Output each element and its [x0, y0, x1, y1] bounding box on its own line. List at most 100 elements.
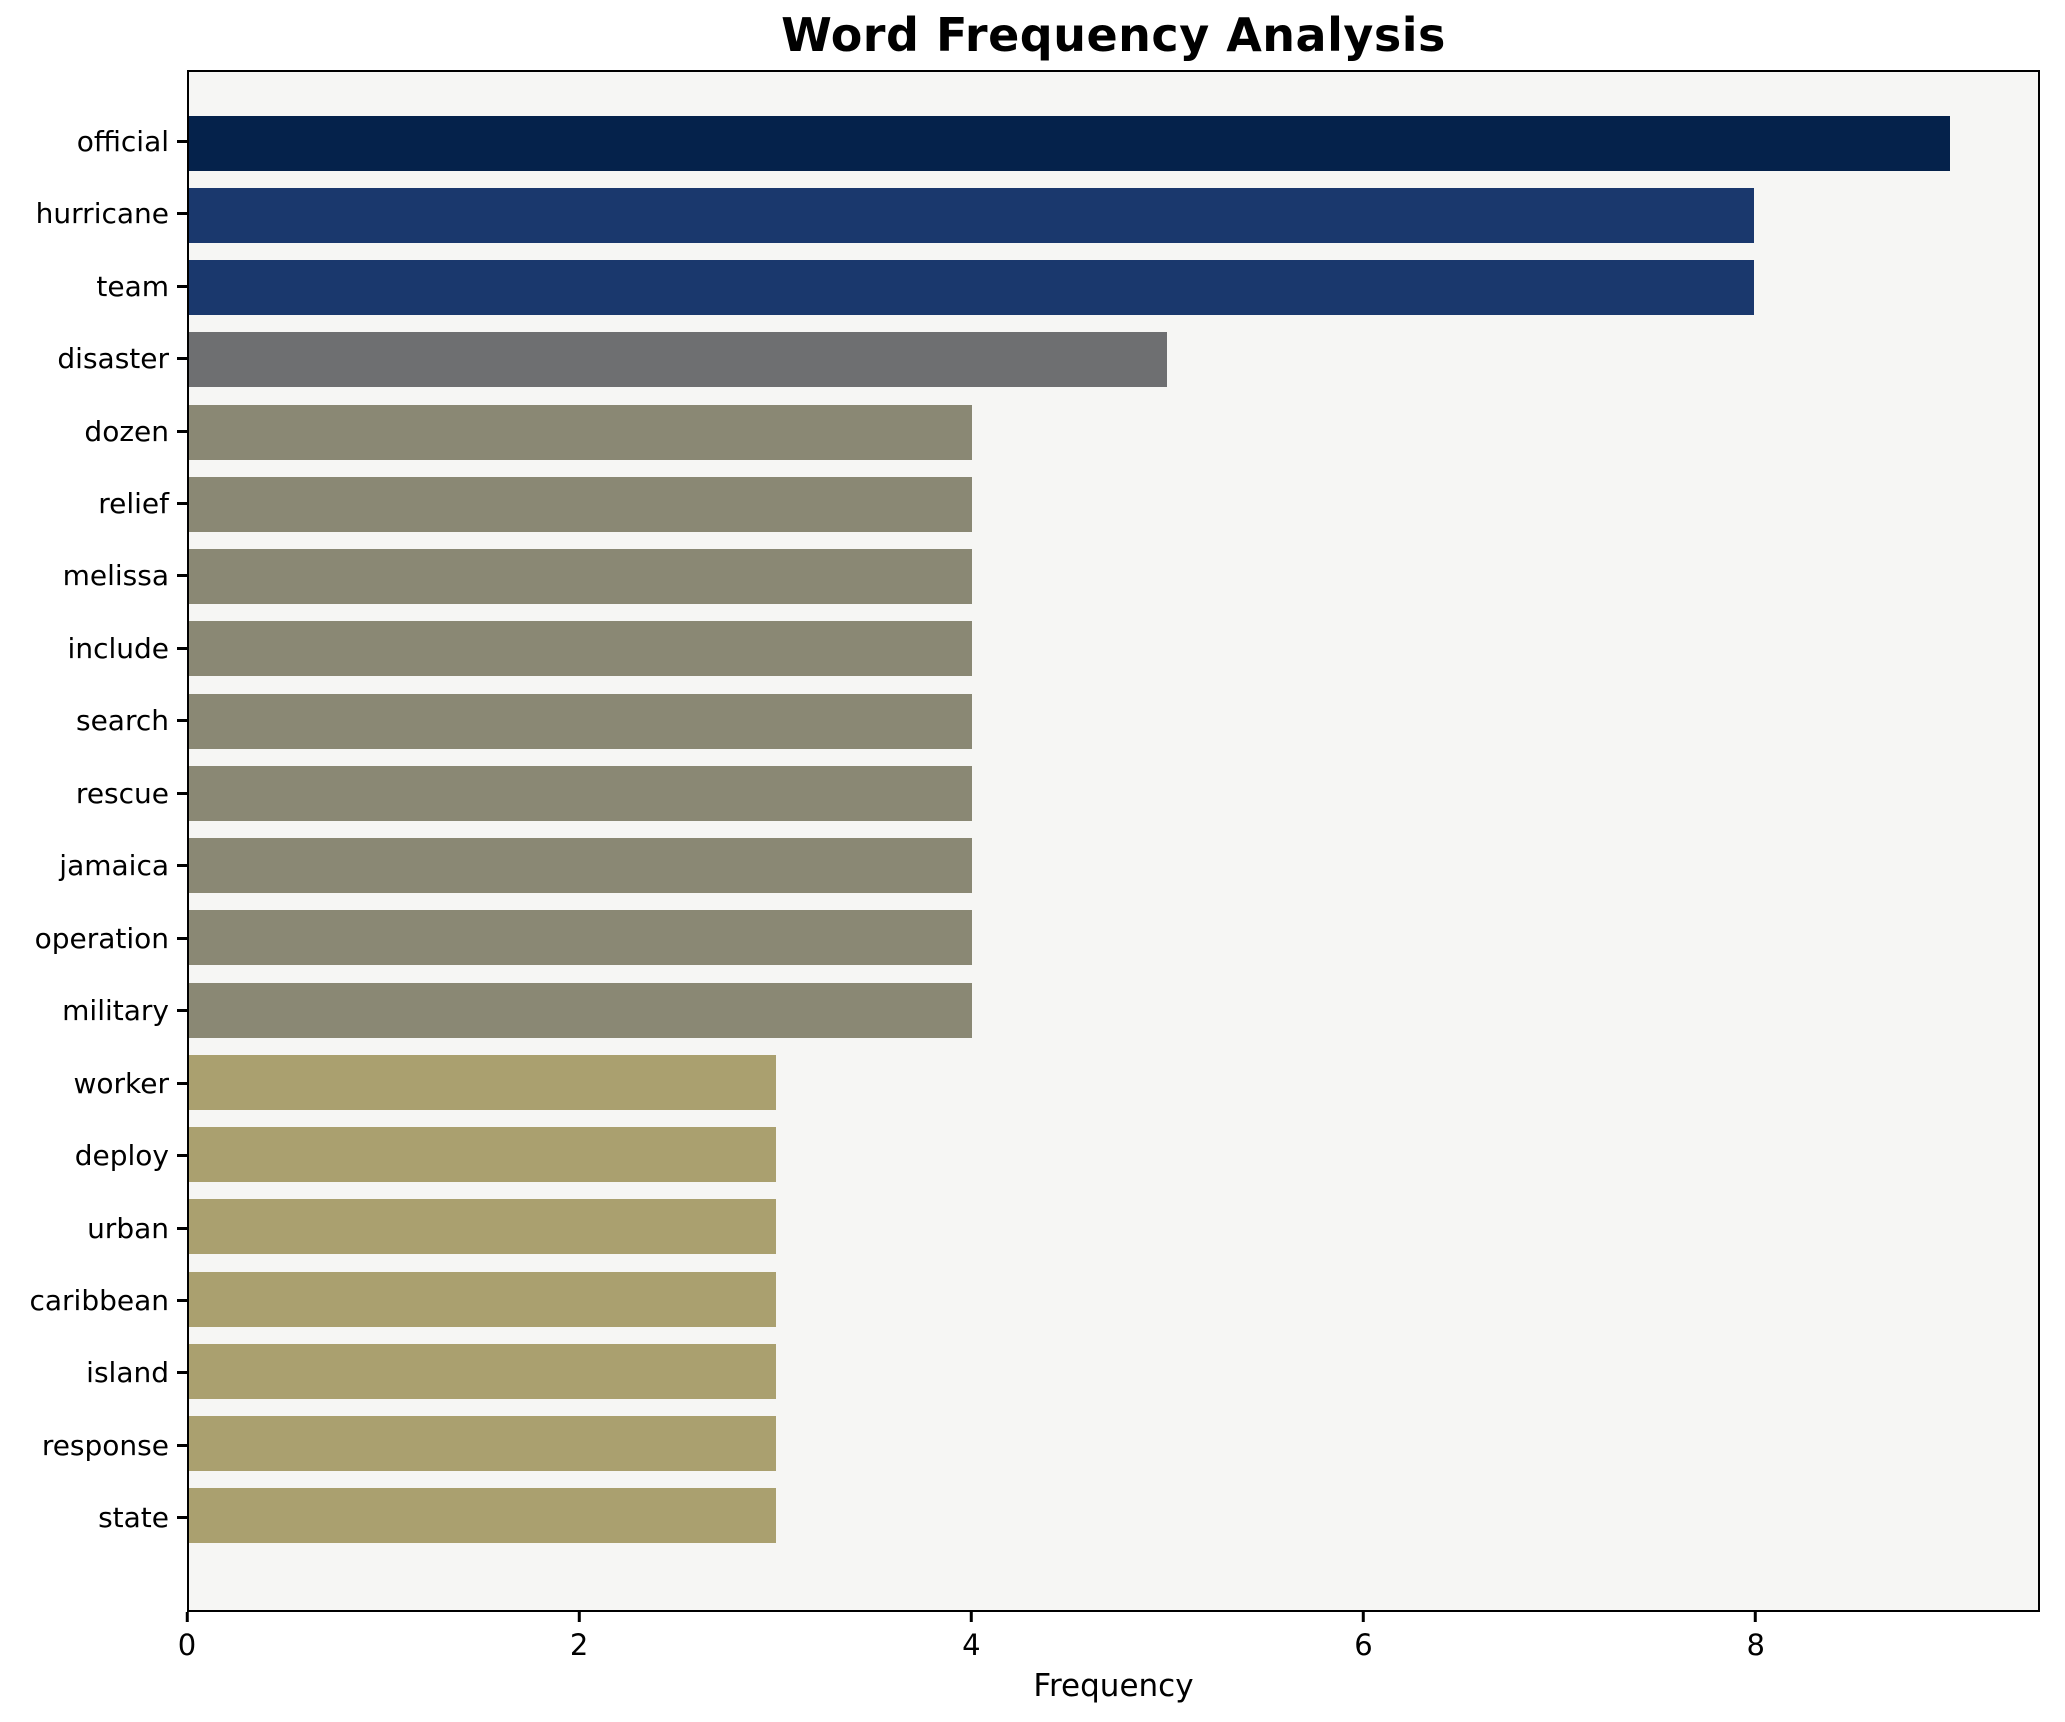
y-tick-mark	[177, 139, 187, 143]
y-tick-row: include	[0, 612, 187, 684]
bar-include	[189, 621, 972, 677]
y-tick-mark	[177, 574, 187, 578]
bar-team	[189, 260, 1755, 316]
x-tick: 4	[962, 1612, 981, 1662]
bar-island	[189, 1343, 776, 1399]
x-tick-label: 4	[962, 1628, 981, 1662]
bar-search	[189, 693, 972, 749]
y-tick-row: hurricane	[0, 177, 187, 249]
y-tick-row: rescue	[0, 757, 187, 829]
y-tick-label: include	[67, 631, 169, 665]
y-tick-mark	[177, 1009, 187, 1013]
bar-row	[189, 1408, 2038, 1480]
y-tick-mark	[177, 646, 187, 650]
y-tick-mark	[177, 864, 187, 868]
bar-official	[189, 115, 1950, 171]
y-tick-label: relief	[98, 486, 169, 520]
y-tick-label: military	[62, 994, 169, 1028]
bar-caribbean	[189, 1271, 776, 1327]
bar-disaster	[189, 332, 1168, 388]
y-tick-mark	[177, 791, 187, 795]
y-tick-mark	[177, 357, 187, 361]
bar-row	[189, 1046, 2038, 1118]
y-axis-labels: official hurricane team disaster dozen relief…	[0, 70, 187, 1612]
x-tick-label: 2	[569, 1628, 589, 1662]
y-tick-row: official	[0, 105, 187, 177]
bar-rescue	[189, 765, 972, 821]
bar-melissa	[189, 549, 972, 605]
bar-deploy	[189, 1127, 776, 1183]
y-tick-label: team	[96, 269, 169, 303]
y-tick-row: military	[0, 974, 187, 1046]
y-tick-label: rescue	[75, 776, 169, 810]
y-tick-row: dozen	[0, 395, 187, 467]
x-tick-mark	[1361, 1612, 1365, 1622]
y-tick-mark	[177, 719, 187, 723]
y-tick-row: team	[0, 250, 187, 322]
bar-hurricane	[189, 187, 1755, 243]
x-tick-label: 8	[1746, 1628, 1765, 1662]
bar-row	[189, 541, 2038, 613]
bar-row	[189, 396, 2038, 468]
plot-area	[187, 70, 2040, 1612]
bar-relief	[189, 476, 972, 532]
bar-row	[189, 1191, 2038, 1263]
y-tick-row: state	[0, 1482, 187, 1554]
x-axis: 0 2 4 6 8	[178, 1612, 2040, 1672]
y-tick-mark	[177, 1154, 187, 1158]
y-tick-row: jamaica	[0, 830, 187, 902]
y-tick-mark	[177, 1516, 187, 1520]
y-tick-label: deploy	[74, 1139, 169, 1173]
bar-worker	[189, 1054, 776, 1110]
y-tick-row: disaster	[0, 322, 187, 394]
y-tick-mark	[177, 1443, 187, 1447]
y-tick-label: jamaica	[59, 849, 169, 883]
y-tick-row: island	[0, 1337, 187, 1409]
x-tick: 8	[1746, 1612, 1765, 1662]
bar-military	[189, 982, 972, 1038]
bar-row	[189, 179, 2038, 251]
y-tick-mark	[177, 501, 187, 505]
bar-row	[189, 1263, 2038, 1335]
y-tick-label: island	[86, 1356, 169, 1390]
bar-row	[189, 974, 2038, 1046]
y-tick-mark	[177, 1371, 187, 1375]
y-tick-row: deploy	[0, 1119, 187, 1191]
y-tick-mark	[177, 212, 187, 216]
x-tick-mark	[969, 1612, 973, 1622]
x-tick-mark	[577, 1612, 581, 1622]
bar-row	[189, 1480, 2038, 1552]
y-tick-label: caribbean	[29, 1283, 169, 1317]
bar-operation	[189, 910, 972, 966]
chart-title: Word Frequency Analysis	[781, 8, 1446, 62]
y-tick-label: worker	[73, 1066, 170, 1100]
y-tick-label: melissa	[62, 559, 169, 593]
x-tick: 0	[178, 1612, 196, 1662]
y-tick-label: operation	[34, 921, 169, 955]
y-tick-label: search	[75, 704, 169, 738]
y-tick-row: search	[0, 685, 187, 757]
x-tick: 2	[570, 1612, 588, 1662]
y-tick-mark	[177, 936, 187, 940]
y-tick-label: response	[41, 1428, 169, 1462]
bar-row	[189, 902, 2038, 974]
bar-row	[189, 685, 2038, 757]
y-tick-row: response	[0, 1409, 187, 1481]
y-tick-label: disaster	[57, 342, 169, 376]
bar-row	[189, 107, 2038, 179]
bar-row	[189, 468, 2038, 540]
bar-jamaica	[189, 838, 972, 894]
bar-row	[189, 757, 2038, 829]
y-tick-mark	[177, 284, 187, 288]
bar-row	[189, 1119, 2038, 1191]
y-tick-row: relief	[0, 467, 187, 539]
x-axis-label: Frequency	[1033, 1668, 1194, 1704]
y-tick-row: melissa	[0, 540, 187, 612]
y-tick-label: urban	[87, 1211, 169, 1245]
bar-urban	[189, 1199, 776, 1255]
x-tick-mark	[1754, 1612, 1758, 1622]
bar-row	[189, 324, 2038, 396]
y-tick-label: state	[98, 1501, 169, 1535]
x-tick: 6	[1354, 1612, 1373, 1662]
